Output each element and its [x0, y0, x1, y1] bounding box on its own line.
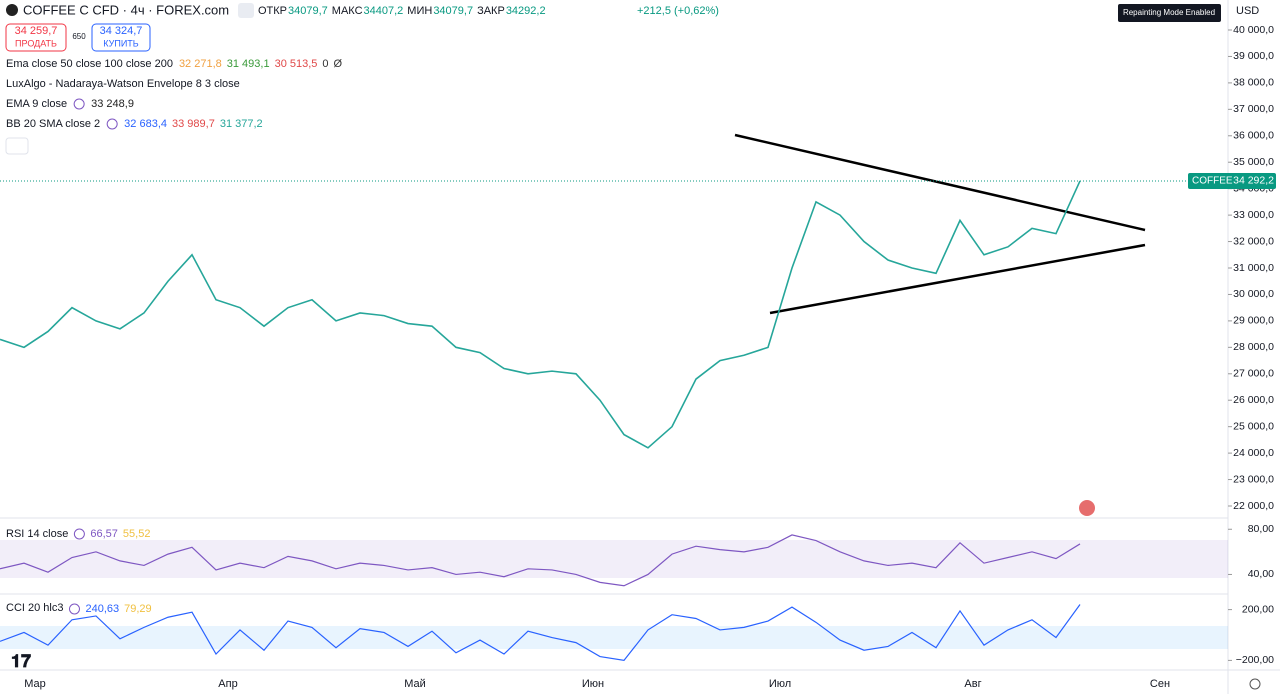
indicator-name: EMA 9 close — [6, 98, 67, 110]
indicator-icon — [73, 528, 85, 540]
month-label: Июл — [769, 678, 791, 690]
cci-line — [0, 604, 1081, 662]
indicator-name: LuxAlgo - Nadaraya-Watson Envelope 8 3 c… — [6, 78, 240, 90]
menu-button[interactable] — [238, 3, 254, 18]
price-tick-label: 36 000,0 — [1233, 130, 1274, 142]
price-tick-label: 29 000,0 — [1233, 315, 1274, 327]
indicator-value: Ø — [334, 58, 343, 70]
indicator-value: 66,57 — [90, 528, 118, 540]
price-tick-label: 22 000,0 — [1233, 500, 1274, 512]
osc-tick-label: 80,00 — [1248, 523, 1274, 535]
price-tick-label: 35 000,0 — [1233, 156, 1274, 168]
rsi-line — [0, 534, 1081, 587]
indicator-value: 0 — [322, 58, 328, 70]
logo: 𝟏𝟕 — [11, 651, 31, 671]
last-price-label: 34 292,2 — [1233, 175, 1274, 187]
price-tick-label: 39 000,0 — [1233, 50, 1274, 62]
ohlc-value: 34407,2 — [364, 5, 404, 17]
price-tick-label: 33 000,0 — [1233, 209, 1274, 221]
ohlc-value: 34079,7 — [433, 5, 473, 17]
change: +212,5 (+0,62%) — [637, 5, 719, 17]
indicator-value: 31 493,1 — [227, 58, 270, 70]
month-label: Май — [404, 678, 426, 690]
indicator-icon — [68, 603, 80, 615]
buy-button[interactable] — [91, 23, 151, 52]
cci-band — [0, 626, 1228, 649]
sell-label: ПРОДАТЬ — [15, 38, 57, 48]
rsi-title: RSI 14 close — [6, 528, 68, 540]
collapse-button[interactable] — [5, 137, 29, 155]
ohlc-label: МАКС — [332, 5, 363, 17]
ohlc-label: МИН — [407, 5, 432, 17]
price-tick-label: 26 000,0 — [1233, 394, 1274, 406]
indicator-value: 240,63 — [85, 603, 119, 615]
indicator-value: 30 513,5 — [275, 58, 318, 70]
symbol: COFFEE C CFD · 4ч · FOREX.com — [23, 2, 229, 17]
rsi-band — [0, 540, 1228, 578]
ohlc-label: ЗАКР — [477, 5, 505, 17]
indicator-name: BB 20 SMA close 2 — [6, 118, 100, 130]
symbol-icon — [6, 4, 18, 16]
price-tick-label: 30 000,0 — [1233, 288, 1274, 300]
ohlc-label: ОТКР — [258, 5, 287, 17]
osc-tick-label: −200,00 — [1236, 654, 1274, 666]
indicator-value: 33 989,7 — [172, 118, 215, 130]
indicator-value: 32 271,8 — [179, 58, 222, 70]
indicator-value: 31 377,2 — [220, 118, 263, 130]
month-label: Апр — [218, 678, 237, 690]
settings-icon[interactable] — [1249, 678, 1261, 690]
buy-label: КУПИТЬ — [103, 38, 138, 48]
osc-tick-label: 200,00 — [1242, 603, 1274, 615]
price-tick-label: 37 000,0 — [1233, 103, 1274, 115]
month-label: Июн — [582, 678, 604, 690]
indicator-value: 55,52 — [123, 528, 151, 540]
osc-tick-label: 40,00 — [1248, 568, 1274, 580]
price-tick-label: 28 000,0 — [1233, 341, 1274, 353]
sell-price: 34 259,7 — [15, 25, 58, 37]
spread: 650 — [72, 32, 86, 41]
price-tick-label: 24 000,0 — [1233, 447, 1274, 459]
price-tick-label: 27 000,0 — [1233, 368, 1274, 380]
price-tick-label: 23 000,0 — [1233, 473, 1274, 485]
price-line — [0, 180, 1081, 449]
trendline — [769, 243, 1146, 315]
badge — [1118, 4, 1221, 22]
price-tick-label: 31 000,0 — [1233, 262, 1274, 274]
cci-title: CCI 20 hlc3 — [6, 602, 63, 614]
currency[interactable]: USD — [1236, 5, 1259, 17]
price-tick-label: 32 000,0 — [1233, 235, 1274, 247]
ohlc-value: 34079,7 — [288, 5, 328, 17]
month-label: Мар — [24, 678, 46, 690]
indicator-value: 79,29 — [124, 603, 152, 615]
price-tick-label: 38 000,0 — [1233, 77, 1274, 89]
indicator-icon — [106, 118, 118, 130]
indicator-name: Ema close 50 close 100 close 200 — [6, 58, 173, 70]
event-icon[interactable] — [1079, 500, 1095, 516]
price-tick-label: 25 000,0 — [1233, 420, 1274, 432]
header: COFFEE C CFD · 4ч · FOREX.com +212,5 (+0… — [5, 2, 1261, 690]
last-price-tag — [1188, 172, 1276, 189]
price-tick-label: 40 000,0 — [1233, 24, 1274, 36]
month-label: Сен — [1150, 678, 1170, 690]
sell-button[interactable] — [5, 23, 67, 52]
month-label: Авг — [964, 678, 981, 690]
badge-text: Repainting Mode Enabled — [1123, 8, 1215, 17]
trendline — [734, 133, 1146, 232]
last-price-symbol: COFFEE — [1192, 176, 1233, 187]
indicator-value: 33 248,9 — [91, 98, 134, 110]
indicator-value: 32 683,4 — [124, 118, 167, 130]
buy-price: 34 324,7 — [100, 25, 143, 37]
indicator-icon — [73, 98, 85, 110]
ohlc-value: 34292,2 — [506, 5, 546, 17]
